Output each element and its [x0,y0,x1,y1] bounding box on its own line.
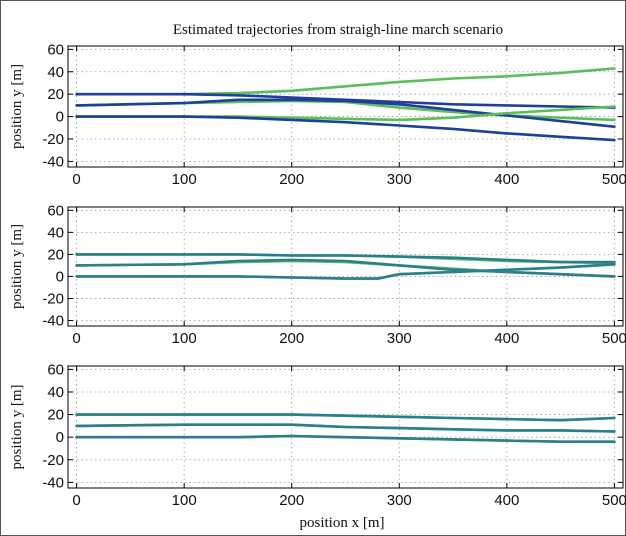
y-tick-label-4: 40 [47,384,64,401]
subplot-1: 0 100 200 300 400 500 -40 -20 0 20 40 60 position y … [9,41,626,188]
x-tick-label-2: 200 [279,330,304,347]
x-tick-label-1: 100 [172,171,197,188]
x-tick-label-3: 300 [387,492,412,509]
y-tick-label-3: 20 [47,86,64,103]
series-line-4 [75,98,616,128]
x-tick-label-4: 400 [494,330,519,347]
y-tick-label-2: 0 [56,109,64,126]
subplot-2: 0 100 200 300 400 500 -40 -20 0 20 40 60 position y … [9,202,626,347]
y-axis-label: position y [m] [9,64,25,149]
y-tick-label-5: 60 [47,202,64,219]
series-line-2 [75,413,616,422]
x-tick-label-4: 400 [494,492,519,509]
x-tick-label-5: 500 [602,330,626,347]
series-line-4 [75,423,616,433]
x-tick-label-2: 200 [279,171,304,188]
x-tick-label-2: 200 [279,492,304,509]
series-line-6 [75,434,616,444]
axes-box [67,45,624,168]
y-tick-label-4: 40 [47,64,64,81]
x-tick-label-3: 300 [387,171,412,188]
x-tick-label-3: 300 [387,330,412,347]
y-tick-label-5: 60 [47,361,64,378]
figure-title: Estimated trajectories from straigh-line… [173,22,503,38]
x-tick-label-4: 400 [494,171,519,188]
y-tick-label-1: -20 [42,131,64,148]
series-line-2 [75,92,616,109]
axes-box [67,365,624,489]
y-tick-label-0: -40 [42,312,64,329]
y-tick-label-0: -40 [42,153,64,170]
y-tick-label-2: 0 [56,268,64,285]
y-tick-label-3: 20 [47,246,64,263]
x-tick-label-5: 500 [602,171,626,188]
x-tick-label-1: 100 [172,492,197,509]
series-line-6 [75,115,616,142]
y-tick-label-5: 60 [47,41,64,58]
series-line-4 [75,258,616,278]
y-tick-label-1: -20 [42,290,64,307]
y-tick-label-1: -20 [42,452,64,469]
y-tick-label-0: -40 [42,474,64,491]
y-tick-label-4: 40 [47,224,64,241]
x-tick-label-1: 100 [172,330,197,347]
series-line-6 [75,262,616,280]
x-tick-label-5: 500 [602,492,626,509]
y-tick-label-2: 0 [56,429,64,446]
x-tick-label-0: 0 [72,330,80,347]
y-tick-label-3: 20 [47,407,64,424]
x-tick-label-0: 0 [72,492,80,509]
y-axis-label: position y [m] [9,385,25,470]
subplot-3: 0 100 200 300 400 500 -40 -20 0 20 40 60 position y … [9,361,626,509]
x-axis-label: position x [m] [300,515,385,531]
x-tick-label-0: 0 [72,171,80,188]
y-axis-label: position y [m] [9,224,25,309]
series-line-2 [75,253,616,264]
axes-box [67,206,624,327]
